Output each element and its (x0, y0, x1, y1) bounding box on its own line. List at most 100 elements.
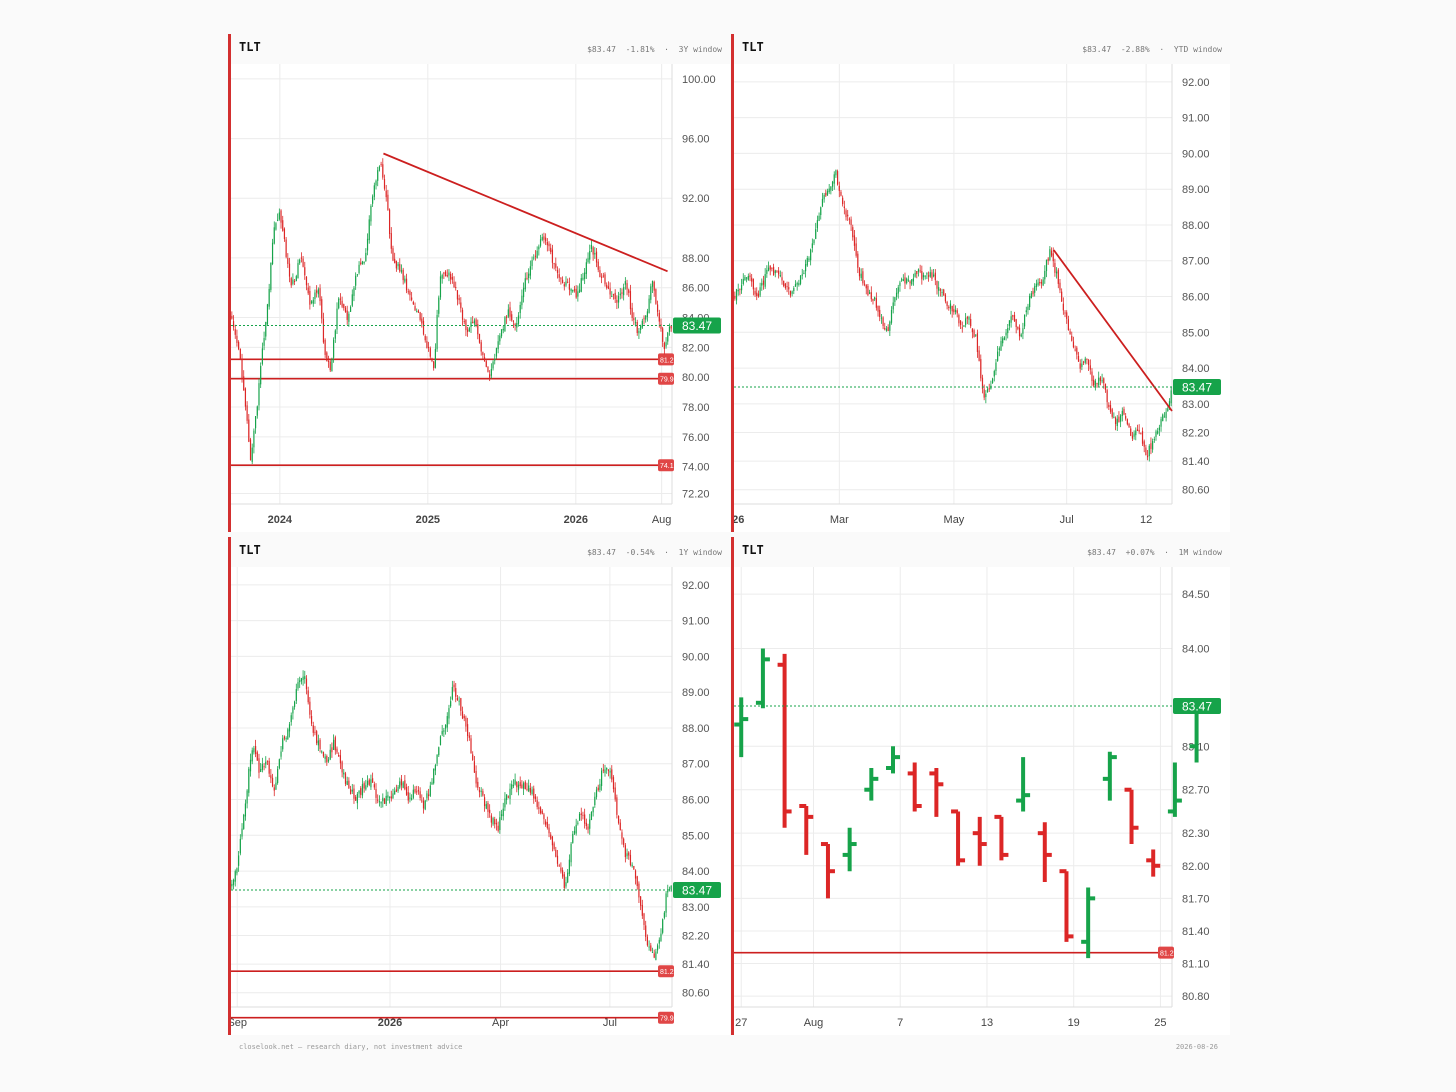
level-tag-label: 81.2 (660, 357, 674, 364)
candle-body (617, 295, 620, 303)
candle-body (808, 258, 810, 261)
last-price-tag (673, 317, 721, 334)
candle-body (1015, 319, 1017, 328)
candle-body (934, 272, 936, 281)
candle-body (823, 195, 825, 200)
candle-body (636, 876, 638, 887)
candle-body (640, 896, 642, 906)
candle-body (507, 309, 509, 317)
candle-body (416, 791, 418, 793)
candle-body (504, 798, 506, 808)
candle-body (1005, 332, 1007, 336)
candle-body (567, 281, 569, 283)
candle-body (804, 264, 807, 272)
candle-body (307, 287, 309, 294)
candle-body (1136, 429, 1139, 432)
candle-body (507, 796, 509, 798)
candle-body (1158, 427, 1160, 431)
candle-body (670, 325, 672, 329)
price-chart[interactable]: 92.00 91.00 90.00 89.00 88.00 87.00 86.00 85.00… (734, 64, 1230, 532)
candle-body (531, 789, 533, 794)
candle-body (954, 309, 957, 312)
y-tick-label: 90.00 (1182, 148, 1210, 160)
candle-body (277, 219, 279, 221)
candle-body (461, 309, 464, 320)
candle-body (387, 795, 389, 798)
candle-body (370, 779, 372, 788)
candle-body (509, 788, 511, 799)
candle-body (796, 283, 798, 285)
candle-body (811, 243, 813, 249)
candle-body (626, 283, 628, 290)
candle-body (280, 751, 282, 757)
candle-body (907, 279, 909, 281)
candle-body (771, 268, 773, 270)
candle-body (265, 322, 267, 337)
candle-body (543, 236, 545, 240)
candle-body (341, 300, 343, 307)
candle-body (867, 285, 869, 296)
candle-body (268, 760, 270, 774)
price-chart[interactable]: 92.00 91.00 90.00 89.00 88.00 87.00 86.00 85.00… (231, 567, 730, 1035)
candle-body (572, 289, 574, 292)
y-tick-label: 86.00 (682, 283, 710, 295)
candle-body (477, 781, 479, 788)
candle-body (991, 378, 994, 384)
y-tick-label: 89.00 (682, 687, 710, 699)
candle-body (874, 297, 876, 300)
candle-body (623, 838, 625, 845)
candle-body (577, 291, 579, 297)
y-tick-label: 84.00 (682, 866, 710, 878)
last-price-tag (673, 882, 721, 899)
candle-body (273, 227, 275, 244)
candle-body (837, 171, 839, 185)
price-chart[interactable]: 84.5084.0083.1082.7082.3082.0081.7081.40… (734, 567, 1230, 1035)
candle-body (249, 439, 252, 461)
candle-body (1153, 439, 1155, 441)
candle-body (1047, 258, 1049, 261)
candle-body (268, 288, 270, 307)
candle-body (772, 266, 775, 276)
candle-body (444, 271, 447, 276)
candle-body (417, 310, 420, 313)
candle-body (1027, 306, 1029, 310)
candle-body (400, 779, 403, 786)
candle-body (397, 263, 399, 267)
candle-body (412, 301, 414, 305)
candle-body (1049, 249, 1051, 260)
x-tick-label: Aug (652, 514, 672, 526)
candle-body (863, 283, 866, 285)
candle-body (400, 270, 403, 272)
candle-body (360, 788, 362, 795)
candle-body (429, 785, 431, 796)
level-tag (658, 965, 674, 978)
footer-disclaimer: closelook.net — research diary, not inve… (239, 1043, 463, 1051)
candle-body (238, 855, 240, 866)
candle-body (529, 266, 531, 276)
candle-body (629, 291, 632, 310)
candle-body (404, 278, 406, 282)
candle-body (778, 270, 780, 275)
candle-body (629, 854, 632, 866)
candle-body (517, 784, 520, 790)
candle-body (253, 430, 255, 448)
candle-body (349, 306, 352, 312)
candle-body (589, 819, 591, 829)
y-tick-label: 81.40 (682, 959, 710, 971)
candle-body (976, 333, 979, 352)
candle-body (441, 731, 443, 735)
x-tick-label: Mar (830, 514, 849, 526)
candle-body (326, 756, 328, 763)
candle-body (601, 770, 603, 786)
last-price-label: 83.47 (1182, 381, 1212, 395)
x-tick-label: 25 (1154, 1017, 1166, 1029)
candle-body (260, 768, 262, 772)
candle-body (346, 781, 348, 785)
level-tag-label: 81.2 (660, 969, 674, 976)
window-label: YTD window (1173, 45, 1222, 54)
candle-body (667, 332, 669, 342)
price-chart[interactable]: 100.0096.0092.0088.0086.0084.0082.0080.0… (231, 64, 730, 532)
candle-body (238, 341, 240, 350)
candle-body (348, 780, 350, 789)
candle-body (894, 297, 896, 302)
